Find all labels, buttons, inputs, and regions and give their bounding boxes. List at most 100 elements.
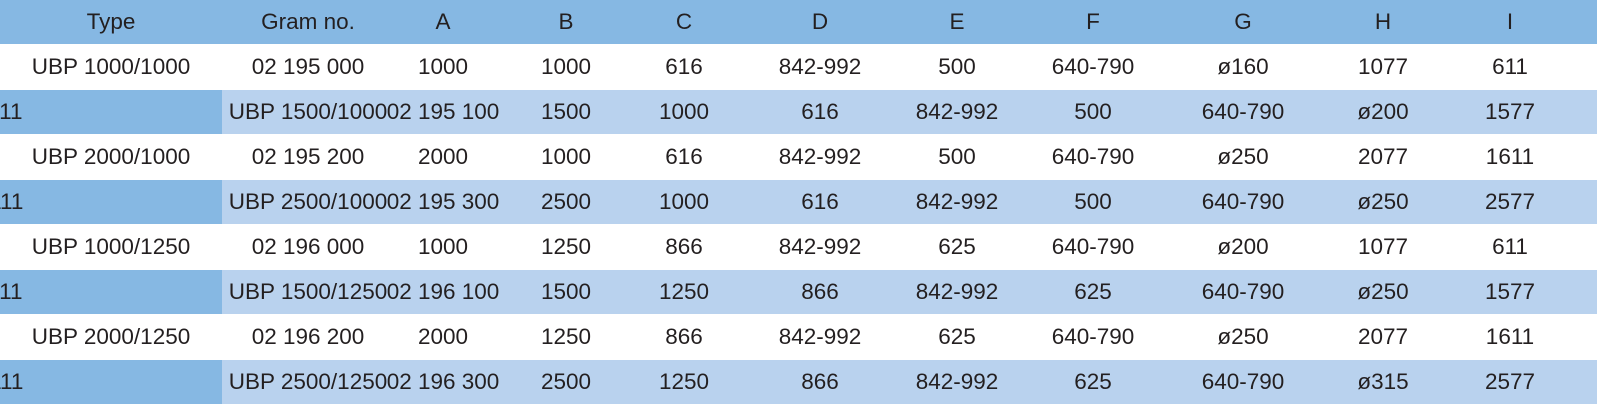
value-cell: ø250	[1217, 324, 1269, 349]
type-cell-highlight	[0, 90, 222, 134]
value-cell: 1000	[417, 54, 469, 79]
value-cell: 640-790	[1051, 234, 1135, 259]
value-cell: 500	[1074, 189, 1112, 214]
table-row: UBP 2500/1250 02 196 300 2500 1250 866 842-99…	[0, 360, 1597, 405]
table-row: UBP 2000/1250 02 196 200 2000 1250 866 842-99…	[0, 315, 1597, 360]
value-cell: 2500	[540, 189, 592, 214]
header-cell: Type	[86, 9, 136, 34]
table-row: UBP 1000/1250 02 196 000 1000 1250 866 842-99…	[0, 225, 1597, 270]
value-cell: 842-992	[915, 189, 999, 214]
value-cell: 1000	[417, 234, 469, 259]
value-cell: 1000	[658, 99, 710, 124]
value-cell: 1111	[0, 99, 23, 124]
value-cell: 2077	[1357, 324, 1409, 349]
value-cell: 1000	[540, 144, 592, 169]
value-cell: 02 195 300	[386, 189, 500, 214]
type-cell: UBP 2000/1250	[31, 324, 191, 349]
value-cell: 842-992	[915, 99, 999, 124]
type-cell: UBP 1500/1000	[228, 99, 388, 124]
header-cell: C	[675, 9, 693, 34]
value-cell: 1250	[540, 324, 592, 349]
value-cell: 611	[1492, 54, 1528, 79]
header-cell: I	[1506, 9, 1514, 34]
value-cell: 842-992	[778, 324, 862, 349]
type-cell: UBP 2000/1000	[31, 144, 191, 169]
value-cell: 1250	[540, 234, 592, 259]
table-row: UBP 1000/1000 02 195 000 1000 1000 616 842-99…	[0, 45, 1597, 90]
value-cell: 842-992	[778, 54, 862, 79]
value-cell: 842-992	[778, 144, 862, 169]
value-cell: 2077	[1357, 144, 1409, 169]
value-cell: 02 196 300	[386, 369, 500, 394]
value-cell: ø160	[1217, 54, 1269, 79]
value-cell: 02 196 200	[251, 324, 365, 349]
value-cell: 1250	[658, 369, 710, 394]
value-cell: 1077	[1357, 234, 1409, 259]
value-cell: 616	[665, 144, 703, 169]
value-cell: ø200	[1357, 99, 1409, 124]
value-cell: 1577	[1484, 279, 1536, 304]
header-cell: Gram no.	[261, 9, 355, 34]
value-cell: 1000	[658, 189, 710, 214]
table-row: UBP 1500/1250 02 196 100 1500 1250 866 842-99…	[0, 270, 1597, 315]
value-cell: 2500	[540, 369, 592, 394]
value-cell: 500	[1074, 99, 1112, 124]
value-cell: 842-992	[778, 234, 862, 259]
value-cell: 1000	[540, 54, 592, 79]
value-cell: ø200	[1217, 234, 1269, 259]
value-cell: 842-992	[915, 279, 999, 304]
header-cell: F	[1086, 9, 1100, 34]
header-cell: B	[558, 9, 574, 34]
value-cell: 1611	[1485, 144, 1535, 169]
type-cell-highlight	[0, 360, 222, 404]
value-cell: ø315	[1357, 369, 1409, 394]
value-cell: ø250	[1357, 189, 1409, 214]
value-cell: 640-790	[1201, 369, 1285, 394]
value-cell: 2000	[417, 144, 469, 169]
type-cell: UBP 2500/1250	[228, 369, 388, 394]
type-cell: UBP 1000/1000	[31, 54, 191, 79]
table-row: UBP 2500/1000 02 195 300 2500 1000 616 842-99…	[0, 180, 1597, 225]
type-cell: UBP 2500/1000	[228, 189, 388, 214]
table-row: UBP 2000/1000 02 195 200 2000 1000 616 842-99…	[0, 135, 1597, 180]
value-cell: 616	[801, 189, 839, 214]
type-cell-highlight	[0, 180, 222, 224]
value-cell: 2577	[1484, 189, 1536, 214]
value-cell: 640-790	[1201, 99, 1285, 124]
value-cell: 1250	[658, 279, 710, 304]
value-cell: 625	[1074, 369, 1112, 394]
value-cell: 02 195 200	[251, 144, 365, 169]
value-cell: 611	[1492, 234, 1528, 259]
value-cell: 02 195 100	[386, 99, 500, 124]
header-cell: G	[1234, 9, 1252, 34]
table-row: UBP 1500/1000 02 195 100 1500 1000 616 842-99…	[0, 90, 1597, 135]
value-cell: 1500	[540, 99, 592, 124]
value-cell: 02 195 000	[251, 54, 365, 79]
dimensions-table: Type Gram no. A B C D E F G H I UBP 1000/1000 02 195…	[0, 0, 1597, 405]
value-cell: 640-790	[1051, 324, 1135, 349]
value-cell: 866	[665, 324, 703, 349]
value-cell: 1111	[0, 279, 23, 304]
value-cell: 640-790	[1201, 189, 1285, 214]
value-cell: 842-992	[915, 369, 999, 394]
value-cell: 500	[938, 54, 976, 79]
type-cell-highlight	[0, 270, 222, 314]
header-cell: H	[1374, 9, 1392, 34]
value-cell: 866	[665, 234, 703, 259]
value-cell: 625	[1074, 279, 1112, 304]
value-cell: 640-790	[1051, 54, 1135, 79]
value-cell: 2577	[1484, 369, 1536, 394]
value-cell: 02 196 000	[251, 234, 365, 259]
header-cell: A	[435, 9, 451, 34]
value-cell: 2000	[417, 324, 469, 349]
value-cell: 640-790	[1051, 144, 1135, 169]
value-cell: 866	[801, 369, 839, 394]
header-cell: E	[949, 9, 965, 34]
value-cell: 500	[938, 144, 976, 169]
value-cell: 1611	[1485, 324, 1535, 349]
value-cell: 616	[665, 54, 703, 79]
value-cell: 625	[938, 234, 976, 259]
value-cell: ø250	[1217, 144, 1269, 169]
value-cell: 2111	[0, 189, 24, 214]
value-cell: ø250	[1357, 279, 1409, 304]
